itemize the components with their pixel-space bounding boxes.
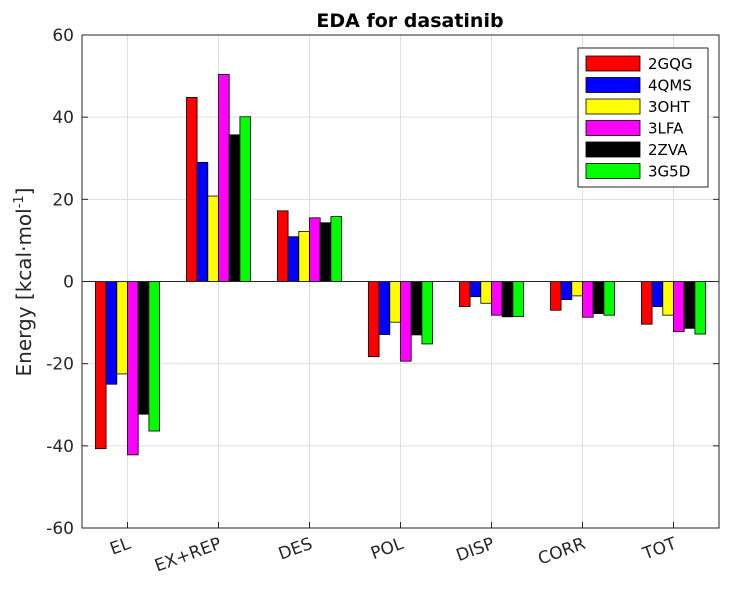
bar-4QMS-EL [105, 281, 118, 385]
bar-2ZVA-CORR [592, 281, 605, 314]
bar-3G5D-DISP [512, 281, 525, 317]
bar-2GQG-EL [95, 281, 107, 450]
legend-label-3OHT: 3OHT [648, 98, 691, 116]
legend-swatch-3G5D [585, 163, 641, 179]
bar-4QMS-CORR [560, 281, 573, 300]
y-tick-label: 0 [63, 273, 74, 293]
bar-2ZVA-DES [319, 222, 332, 282]
y-tick-label: 40 [52, 108, 74, 128]
bar-3G5D-EX+REP [239, 116, 251, 282]
bar-2GQG-CORR [550, 281, 562, 311]
y-tick-label: 60 [52, 26, 74, 46]
legend-label-4QMS: 4QMS [648, 77, 692, 95]
bar-4QMS-TOT [651, 281, 664, 307]
bar-3OHT-DES [298, 230, 310, 282]
legend: 2GQG 4QMS 3OHT 3LFA 2ZVA 3G5D [577, 47, 709, 188]
bar-3LFA-TOT [673, 281, 685, 333]
bar-4QMS-DES [287, 236, 300, 282]
legend-swatch-4QMS [585, 77, 641, 93]
bar-4QMS-DISP [469, 281, 482, 298]
y-tick-labels: -60 -40 -20 0 20 40 60 [46, 26, 719, 539]
bar-3LFA-POL [400, 281, 412, 362]
y-axis-label-close: ] [12, 188, 36, 196]
chart-title: EDA for dasatinib [316, 10, 503, 32]
bar-2ZVA-POL [410, 281, 423, 336]
y-tick-label: -20 [46, 355, 74, 375]
bar-3G5D-EL [148, 281, 160, 432]
legend-swatch-2GQG [585, 55, 641, 72]
legend-label-3G5D: 3G5D [648, 163, 690, 181]
legend-swatch-3LFA [585, 120, 641, 136]
y-tick-label: -60 [46, 519, 74, 539]
y-axis-label-superscript: -1 [12, 195, 27, 208]
bar-3OHT-EL [116, 281, 128, 375]
bar-3OHT-TOT [662, 281, 674, 316]
legend-label-2GQG: 2GQG [648, 55, 693, 73]
bar-3OHT-DISP [480, 281, 492, 304]
y-axis-label: Energy [kcal·mol-1] [12, 188, 36, 377]
bar-3G5D-TOT [694, 281, 707, 335]
bar-3LFA-EX+REP [218, 74, 230, 282]
y-tick-label: 20 [52, 190, 74, 210]
bar-2GQG-DISP [458, 281, 471, 307]
bar-2ZVA-TOT [683, 281, 696, 329]
bar-3G5D-POL [421, 281, 433, 345]
bar-3G5D-CORR [603, 281, 616, 316]
bar-2ZVA-EL [137, 281, 150, 415]
bar-3G5D-DES [330, 216, 342, 282]
bar-3LFA-DISP [491, 281, 503, 316]
bar-3OHT-CORR [571, 281, 583, 297]
bar-3LFA-EL [127, 281, 139, 456]
legend-swatch-2ZVA [585, 141, 641, 158]
bar-4QMS-EX+REP [196, 161, 209, 282]
bar-3OHT-POL [389, 281, 401, 323]
legend-label-2ZVA: 2ZVA [648, 141, 688, 159]
y-tick-label: -40 [46, 437, 74, 457]
bar-2ZVA-DISP [501, 281, 514, 318]
y-axis-label-main: Energy [kcal·mol [12, 208, 36, 376]
bar-2GQG-TOT [641, 281, 653, 325]
bar-2GQG-POL [367, 281, 380, 358]
bar-2GQG-DES [276, 210, 289, 282]
legend-label-3LFA: 3LFA [648, 120, 684, 138]
bar-3OHT-EX+REP [207, 195, 219, 282]
bar-3LFA-DES [309, 217, 321, 282]
bar-2GQG-EX+REP [185, 97, 198, 282]
bar-4QMS-POL [378, 281, 391, 335]
bar-2ZVA-EX+REP [228, 134, 241, 282]
bar-3LFA-CORR [582, 281, 594, 318]
legend-swatch-3OHT [585, 98, 641, 115]
